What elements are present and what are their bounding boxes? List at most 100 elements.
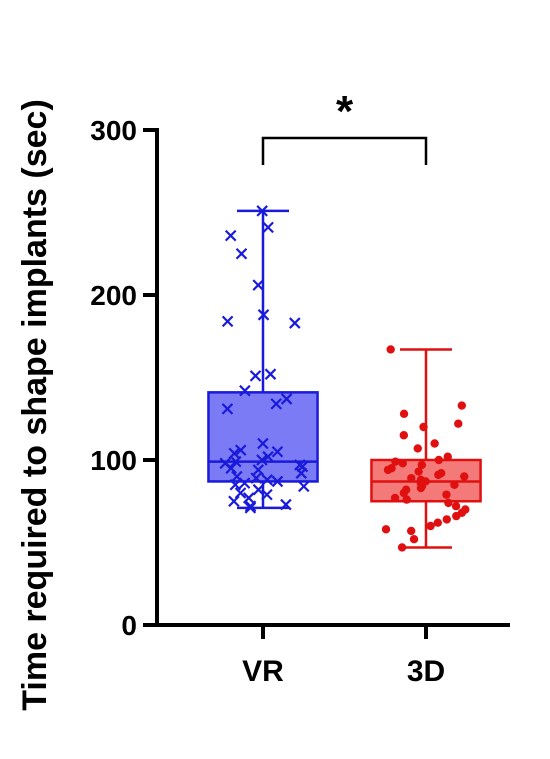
data-point xyxy=(257,437,269,450)
data-point xyxy=(271,475,284,488)
data-point xyxy=(416,483,426,493)
data-point xyxy=(257,309,270,321)
y-axis-title: Time required to shape implants (sec) xyxy=(16,99,54,711)
point-stroke xyxy=(271,445,284,458)
point-stroke xyxy=(257,309,270,321)
data-point xyxy=(383,465,393,475)
data-point xyxy=(406,526,416,536)
data-point xyxy=(264,368,277,380)
data-point xyxy=(228,495,240,508)
data-point xyxy=(256,205,268,217)
point-stroke xyxy=(262,450,274,463)
data-point xyxy=(434,455,444,465)
point-stroke xyxy=(250,472,262,484)
data-point xyxy=(221,315,234,328)
point-stroke xyxy=(270,398,283,410)
data-point xyxy=(454,419,463,428)
point-stroke xyxy=(261,474,274,486)
point-stroke xyxy=(228,495,240,508)
point-stroke xyxy=(256,205,268,217)
point-stroke xyxy=(264,368,277,380)
data-point xyxy=(262,221,274,234)
data-point xyxy=(271,445,284,458)
data-point xyxy=(238,477,251,489)
data-point xyxy=(234,487,247,499)
data-point xyxy=(239,384,251,397)
data-point xyxy=(442,490,451,499)
point-stroke xyxy=(244,502,257,514)
data-point xyxy=(252,279,265,291)
data-point xyxy=(398,459,408,468)
data-point xyxy=(381,525,391,534)
box-vr xyxy=(207,205,319,514)
box-series xyxy=(207,205,482,552)
data-point xyxy=(280,393,293,405)
x-axis-categories: VR 3D xyxy=(242,625,445,688)
data-point xyxy=(250,472,262,484)
point-stroke xyxy=(225,462,237,475)
data-point xyxy=(256,454,268,466)
data-point xyxy=(399,431,409,440)
y-tick-label: 300 xyxy=(90,115,137,146)
point-stroke xyxy=(231,470,243,483)
data-point xyxy=(244,502,257,514)
significance-bracket xyxy=(261,136,428,165)
data-point xyxy=(270,398,283,410)
data-point xyxy=(261,474,274,486)
data-point xyxy=(451,502,461,511)
point-stroke xyxy=(280,498,292,511)
point-stroke xyxy=(252,279,265,291)
data-point xyxy=(434,470,443,480)
data-point xyxy=(230,455,242,468)
data-point xyxy=(399,409,409,418)
data-point xyxy=(413,444,422,453)
data-point xyxy=(390,493,400,503)
point-stroke xyxy=(221,315,234,328)
data-point xyxy=(430,439,439,448)
data-point xyxy=(289,317,301,329)
y-tick-label: 0 xyxy=(121,610,137,641)
data-point xyxy=(443,452,452,461)
box-3d xyxy=(370,345,482,552)
point-stroke xyxy=(262,221,274,234)
y-axis-ticks: 0 100 200 300 xyxy=(90,115,157,641)
significance-annotation: * xyxy=(261,87,428,165)
data-point xyxy=(402,495,411,504)
data-point xyxy=(225,462,237,475)
data-point xyxy=(224,229,237,242)
data-point xyxy=(235,247,248,260)
point-stroke xyxy=(219,457,231,470)
data-point xyxy=(399,488,409,498)
point-stroke xyxy=(298,480,310,493)
data-point xyxy=(409,535,419,544)
significance-star: * xyxy=(336,87,354,136)
data-point xyxy=(262,450,274,463)
point-stroke xyxy=(239,384,251,397)
point-stroke xyxy=(235,247,248,260)
point-stroke xyxy=(256,454,268,466)
data-point xyxy=(386,345,395,354)
x-category-label: 3D xyxy=(407,655,445,688)
y-tick-label: 100 xyxy=(90,445,137,476)
data-point xyxy=(426,521,435,531)
data-point xyxy=(407,473,416,483)
data-point xyxy=(280,498,292,511)
point-stroke xyxy=(252,464,265,476)
data-point xyxy=(298,480,310,493)
point-stroke xyxy=(242,492,255,504)
point-stroke xyxy=(249,370,262,382)
data-point xyxy=(457,401,467,410)
data-point xyxy=(450,480,459,489)
point-stroke xyxy=(271,475,284,488)
data-point xyxy=(452,511,461,521)
y-tick-label: 200 xyxy=(90,280,137,311)
data-point xyxy=(234,444,247,456)
data-point xyxy=(460,472,469,481)
point-stroke xyxy=(221,403,234,415)
data-point xyxy=(433,518,442,527)
data-point xyxy=(444,498,453,508)
point-stroke xyxy=(224,229,237,242)
point-stroke xyxy=(289,317,301,329)
data-point xyxy=(229,478,242,491)
